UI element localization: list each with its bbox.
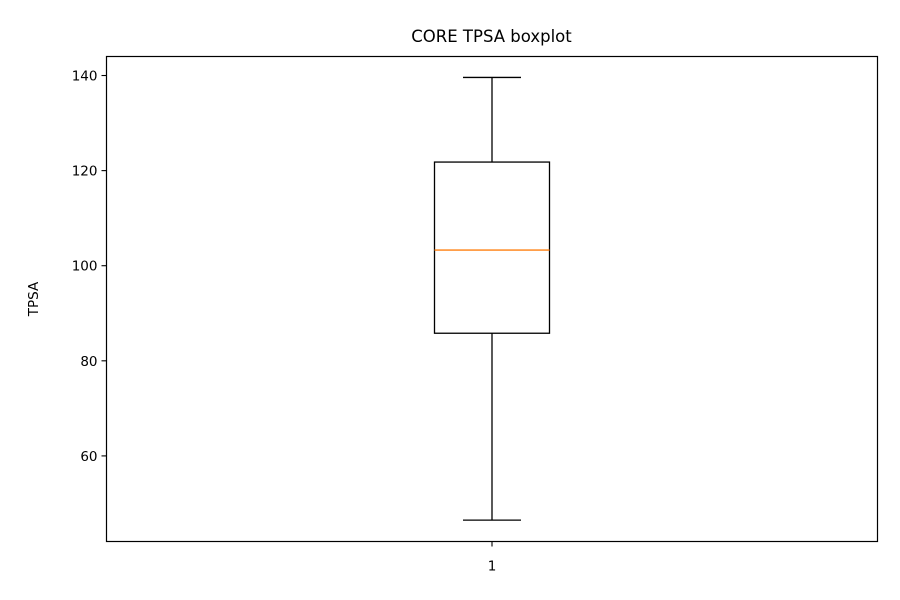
y-tick-label-1: 80: [80, 354, 97, 370]
y-tick-label-4: 140: [72, 69, 98, 85]
y-axis: 60 80 100 120 140: [72, 69, 107, 465]
y-tick-label-2: 100: [72, 259, 98, 275]
chart-title: CORE TPSA boxplot: [411, 27, 572, 46]
y-axis-label: TPSA: [26, 281, 42, 317]
iqr-box: [433, 161, 551, 334]
x-tick-label-0: 1: [488, 559, 497, 575]
y-tick-label-0: 60: [80, 449, 97, 465]
x-axis: 1: [488, 541, 497, 575]
box-group: [433, 76, 551, 521]
y-tick-label-3: 120: [72, 164, 98, 180]
